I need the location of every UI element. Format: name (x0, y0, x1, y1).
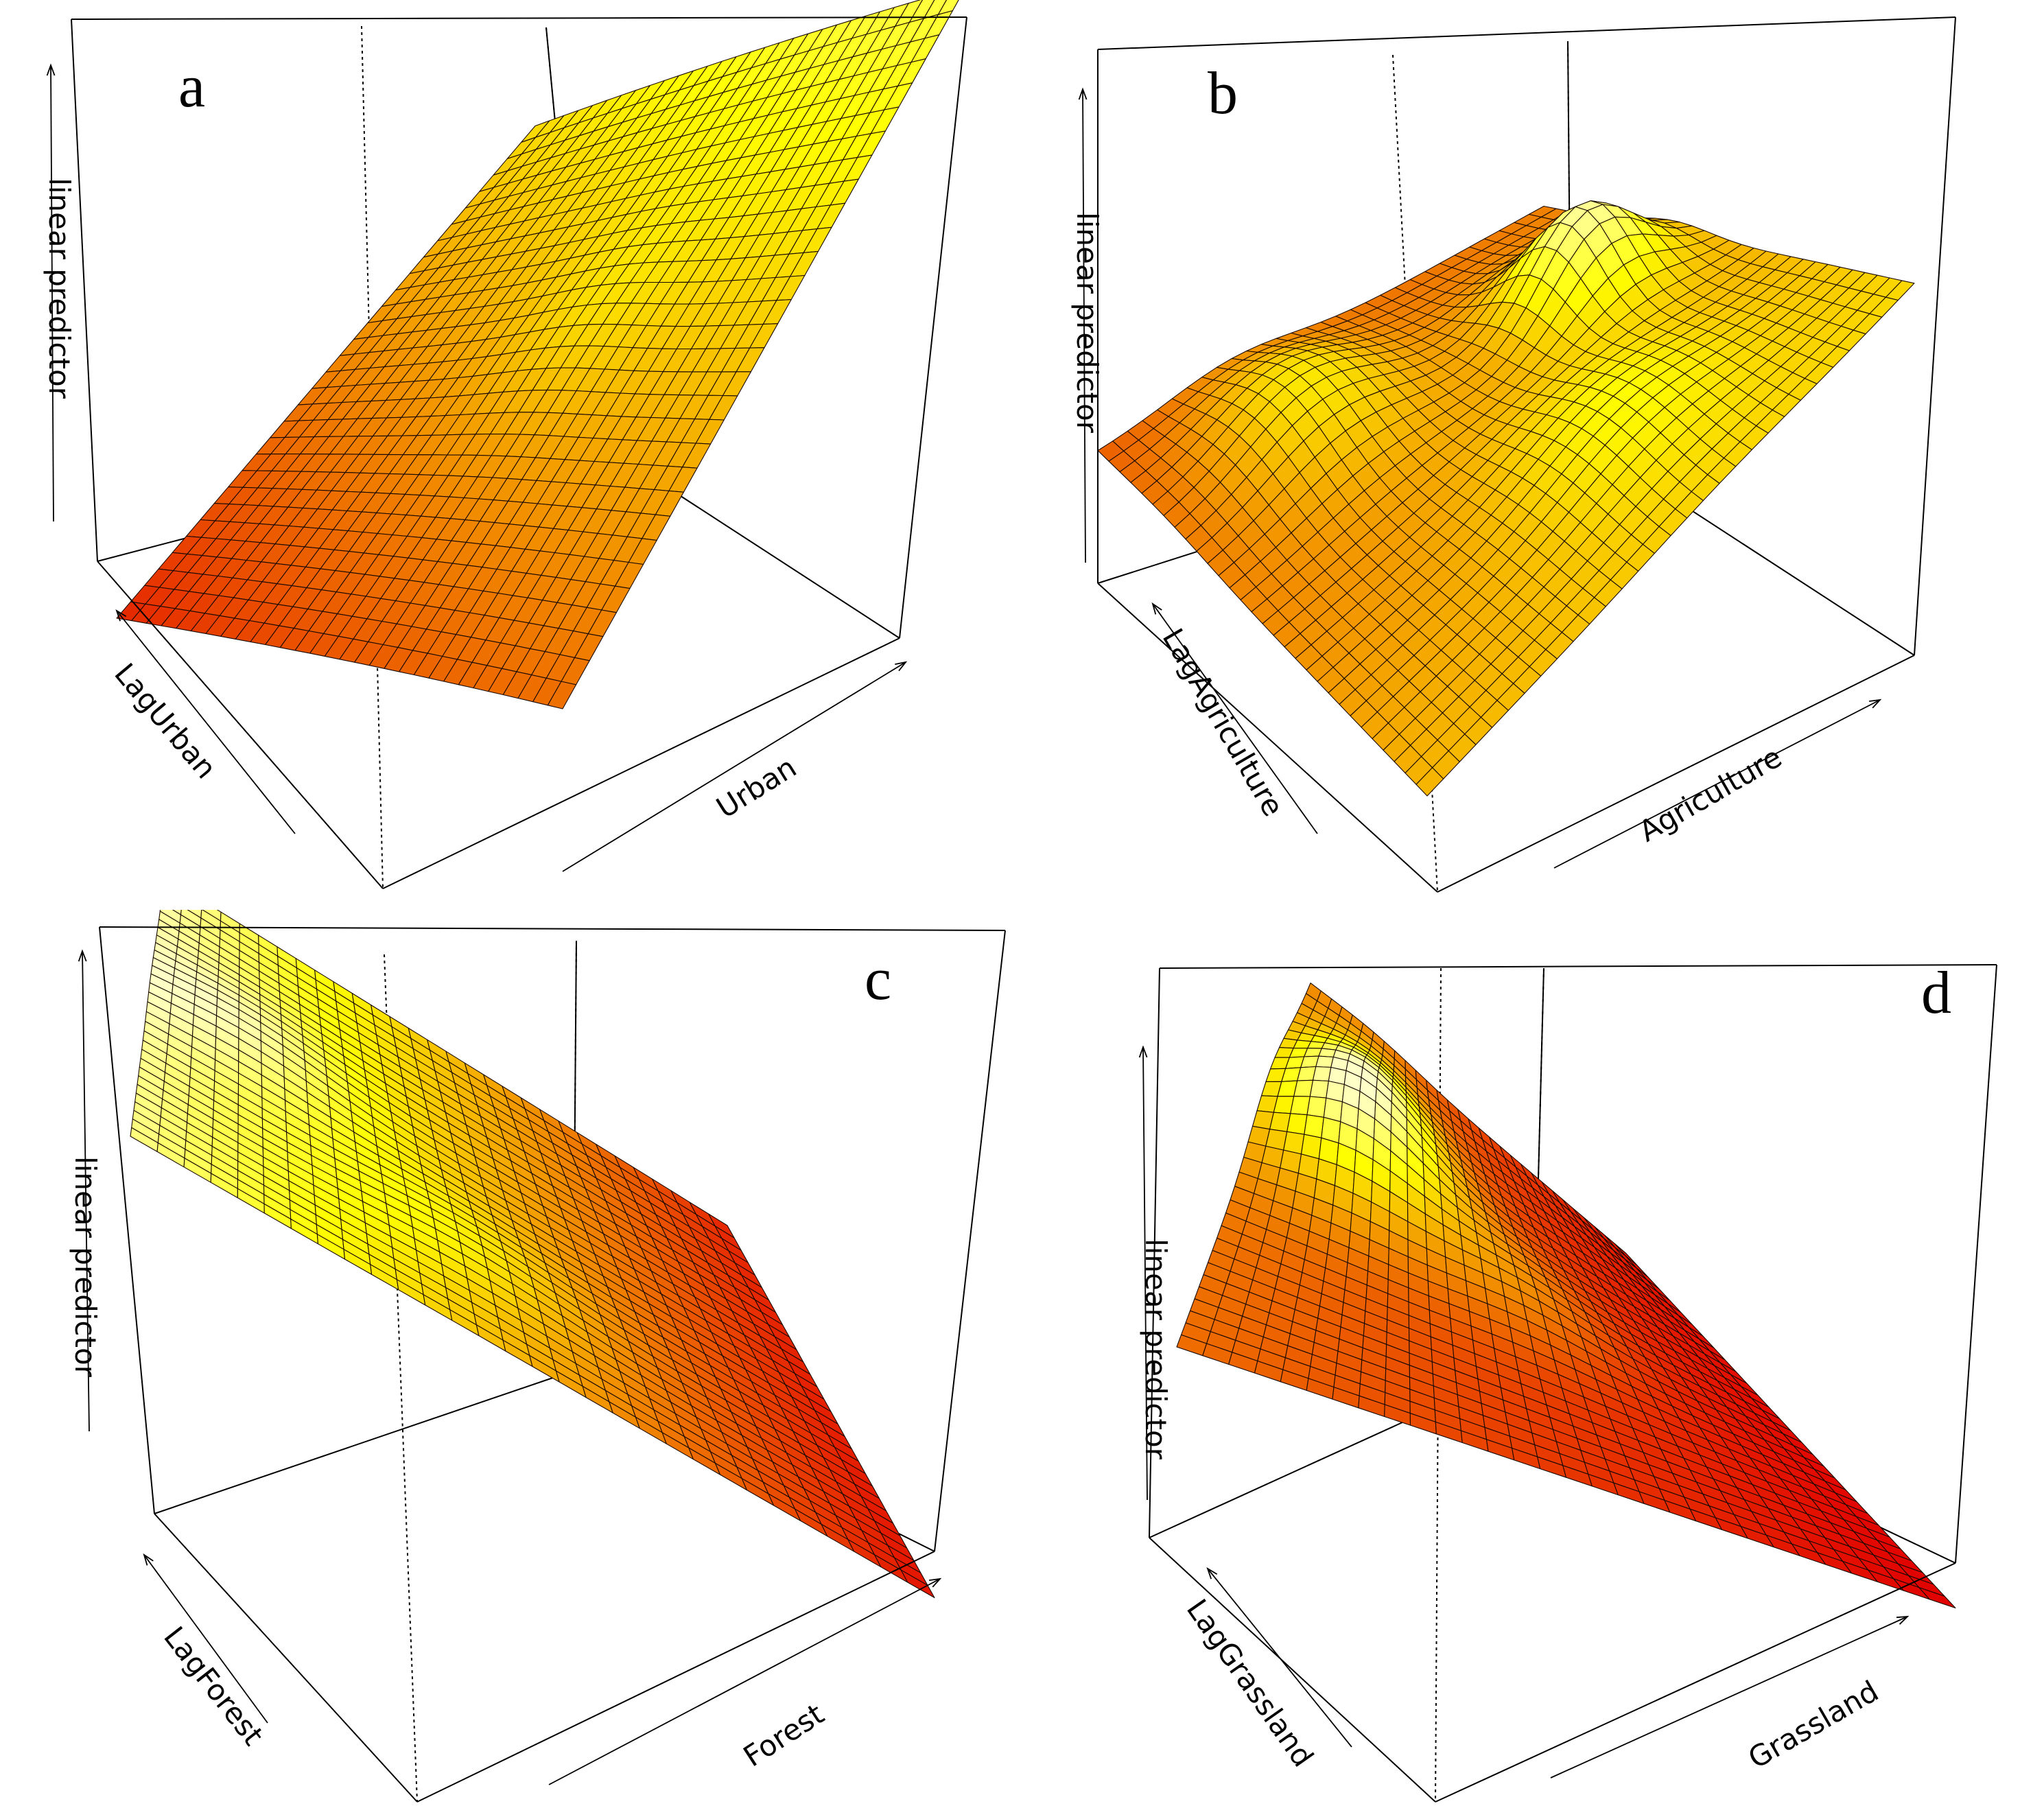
chart-c-front-edges (78, 926, 1006, 1803)
box-edge (99, 926, 155, 1514)
z-axis-arrow-head (46, 63, 56, 76)
surface-facet (1309, 1079, 1329, 1099)
box-front-edge (1097, 583, 1438, 893)
chart-c-ylabel: LagForest (157, 1620, 270, 1751)
chart-a-svg: a linear predictor LagUrban Urban (43, 0, 967, 889)
chart-d-ylabel: LagGrassland (1180, 1593, 1320, 1773)
surface-facet (1415, 767, 1444, 797)
chart-c-panel-letter: c (865, 946, 891, 1013)
chart-c-svg: c linear predictor LagForest Forest (69, 910, 1006, 1803)
chart-b-front-edges (1078, 16, 1956, 893)
surface-facet (1293, 1079, 1314, 1097)
surface-facet (1312, 1066, 1332, 1082)
chart-c-xlabel: Forest (738, 1697, 830, 1773)
z-axis-arrow-head (1078, 87, 1088, 100)
box-front-edge (97, 561, 384, 889)
chart-b-surface (1097, 200, 1915, 797)
chart-panel-a: a linear predictor LagUrban Urban (0, 0, 1022, 909)
x-axis-arrow-head (1869, 699, 1882, 709)
y-axis-arrow (1207, 1568, 1352, 1748)
chart-c-surface (130, 910, 935, 1599)
y-axis-arrow-head (1206, 1566, 1218, 1580)
chart-a-xlabel: Urban (710, 750, 802, 825)
box-front-edge (416, 1551, 935, 1803)
box-front-edge (382, 637, 900, 889)
chart-d-svg: d linear predictor LagGrassland Grassland (1138, 960, 1997, 1803)
chart-d-xlabel: Grassland (1743, 1674, 1884, 1775)
chart-d-surface (1176, 983, 1956, 1609)
chart-a-zlabel: linear predictor (43, 178, 76, 399)
box-front-edge (899, 16, 967, 639)
z-axis-arrow-head (1138, 1045, 1148, 1058)
z-axis-arrow-head (78, 949, 87, 962)
y-axis-arrow (1152, 603, 1318, 834)
box-hidden-edge (361, 25, 384, 889)
box-front-edge (934, 930, 1006, 1552)
x-axis-arrow-head (929, 1577, 942, 1588)
chart-d-zlabel: linear predictor (1139, 1239, 1173, 1460)
box-front-edge (1914, 16, 1956, 656)
z-axis-arrow (82, 950, 90, 1432)
surface-facet (1318, 1048, 1337, 1058)
chart-panel-d: d linear predictor LagGrassland Grassland (1022, 910, 2044, 1819)
chart-b-panel-letter: b (1208, 60, 1238, 127)
chart-a-surface (116, 0, 959, 709)
box-front-edge (1437, 655, 1915, 893)
x-axis-arrow-head (895, 661, 908, 672)
chart-c-zlabel: linear predictor (69, 1156, 102, 1378)
box-front-edge (1097, 16, 1956, 50)
surface-facet (1306, 1096, 1327, 1118)
x-axis-arrow (562, 661, 906, 872)
y-axis-arrow-head (1151, 602, 1162, 615)
x-axis-arrow (1550, 1616, 1908, 1779)
chart-a-ylabel: LagUrban (108, 657, 223, 785)
chart-a-front-edges (46, 16, 967, 889)
z-axis-arrow (1082, 89, 1086, 563)
y-axis-arrow (143, 1554, 268, 1724)
chart-a-panel-letter: a (178, 54, 205, 120)
x-axis-arrow (548, 1578, 941, 1785)
surface-facet (547, 681, 577, 709)
box-front-edge (1149, 1537, 1436, 1803)
x-axis-arrow-head (1896, 1615, 1910, 1625)
surface-facet (1315, 1055, 1334, 1068)
z-axis-arrow (50, 64, 54, 522)
surface-facet (1304, 1114, 1324, 1138)
box-front-edge (1435, 1562, 1956, 1803)
surface-facet (1290, 1096, 1311, 1116)
z-axis-arrow (1142, 1046, 1148, 1501)
box-front-edge (99, 926, 1006, 931)
y-axis-arrow-head (115, 609, 127, 622)
box-front-edge (1159, 964, 1997, 969)
chart-b-zlabel: linear predictor (1070, 212, 1104, 434)
y-axis-arrow-head (143, 1553, 154, 1566)
box-front-edge (1955, 964, 1997, 1564)
box-edge (1149, 967, 1160, 1538)
chart-d-front-edges (1138, 964, 1997, 1803)
chart-panel-b: b linear predictor LagAgriculture Agricultu… (1022, 0, 2044, 909)
box-front-edge (71, 16, 967, 20)
chart-d-panel-letter: d (1921, 960, 1951, 1026)
box-edge (71, 19, 98, 562)
chart-b-ylabel: LagAgriculture (1156, 623, 1291, 822)
surface-facet (1918, 1587, 1956, 1609)
box-edge (154, 1370, 574, 1514)
box-hidden-edge (384, 954, 418, 1803)
x-axis-arrow (1553, 699, 1881, 869)
box-front-edge (154, 1513, 418, 1803)
surface-facet (1287, 1113, 1308, 1135)
y-axis-arrow (116, 610, 296, 834)
chart-panel-c: c linear predictor LagForest Forest (0, 910, 1022, 1819)
